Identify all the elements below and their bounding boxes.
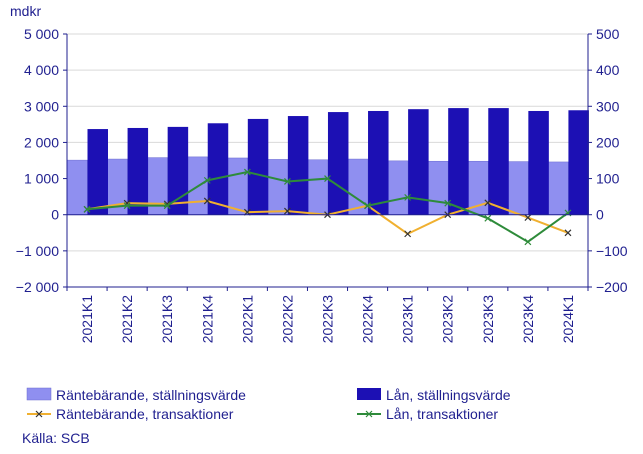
left-tick-label-6: 4 000	[24, 62, 59, 78]
x-tick-label-7: 2022K4	[360, 295, 376, 343]
x-axis-ticks: 2021K1 2021K2 2021K3 2021K4 2022K1 2022K2 2022…	[66, 287, 589, 343]
marker-lan-transaktioner-7	[364, 202, 372, 210]
marker-lan-transaktioner-9	[444, 199, 452, 207]
bar-lan-stallningsvarde-8	[408, 109, 429, 215]
right-tick-label-0: −200	[596, 279, 628, 295]
bar-lan-stallningsvarde-2	[167, 126, 189, 215]
x-tick-label-1: 2021K2	[119, 295, 135, 343]
marker-lan-transaktioner-3	[203, 176, 211, 184]
legend-marker-rantebarande-transaktioner	[35, 410, 43, 418]
bar-rantebarande-stallningsvarde-8	[387, 160, 409, 215]
x-tick-label-2: 2021K3	[159, 295, 175, 343]
bar-rantebarande-stallningsvarde-12	[547, 161, 569, 215]
marker-rantebarande-transaktioner-4	[243, 208, 251, 216]
marker-lan-transaktioner-1	[123, 202, 131, 210]
x-tick-label-9: 2023K2	[440, 295, 456, 343]
bar-lan-stallningsvarde-1	[127, 127, 149, 215]
bar-lan-stallningsvarde-7	[368, 110, 389, 215]
x-tick-label-5: 2022K2	[279, 295, 295, 343]
marker-lan-transaktioner-11	[524, 238, 532, 246]
right-tick-label-2: 0	[596, 207, 604, 223]
legend-label-lan-stallningsvarde: Lån, ställningsvärde	[386, 387, 511, 403]
bar-lan-stallningsvarde-4	[247, 118, 269, 215]
legend-label-rantebarande-transaktioner: Räntebärande, transaktioner	[56, 406, 234, 422]
bar-lan-stallningsvarde-11	[528, 110, 549, 215]
legend-swatch-rantebarande-stallningsvarde	[26, 387, 52, 401]
left-tick-label-2: 0	[51, 207, 59, 223]
bar-lan-stallningsvarde-10	[488, 108, 509, 215]
marker-lan-transaktioner-8	[404, 193, 412, 201]
bar-lan-stallningsvarde-5	[287, 116, 309, 215]
bar-lan-stallningsvarde-6	[327, 112, 349, 215]
x-tick-label-6: 2022K3	[320, 295, 336, 343]
x-tick-label-10: 2023K3	[480, 295, 496, 343]
left-axis-unit: mdkr	[10, 3, 41, 19]
left-tick-label-0: −2 000	[16, 279, 59, 295]
x-tick-label-11: 2023K4	[520, 295, 536, 343]
x-tick-label-12: 2024K1	[560, 295, 576, 343]
bar-rantebarande-stallningsvarde-4	[227, 157, 249, 215]
right-tick-label-4: 200	[596, 134, 620, 150]
marker-rantebarande-transaktioner-11	[524, 214, 532, 222]
legend-marker-lan-transaktioner	[365, 410, 373, 418]
source-note: Källa: SCB	[22, 430, 90, 446]
bar-rantebarande-stallningsvarde-9	[427, 160, 449, 215]
legend-swatch-lan-stallningsvarde	[357, 388, 381, 400]
marker-rantebarande-transaktioner-3	[203, 197, 211, 205]
bar-lan-stallningsvarde-3	[207, 123, 229, 215]
marker-rantebarande-transaktioner-12	[564, 229, 572, 237]
right-tick-label-7: 500	[596, 26, 620, 42]
bar-lan-stallningsvarde-9	[448, 108, 469, 215]
legend-label-rantebarande-stallningsvarde: Räntebärande, ställningsvärde	[56, 387, 246, 403]
right-tick-label-5: 300	[596, 98, 620, 114]
left-tick-label-7: 5 000	[24, 26, 59, 42]
legend-label-lan-transaktioner: Lån, transaktioner	[386, 406, 498, 422]
bar-rantebarande-stallningsvarde-11	[507, 161, 529, 215]
marker-lan-transaktioner-10	[484, 214, 492, 222]
right-axis-ticks: −200 −100 0 100 200 300 400 500	[588, 26, 628, 295]
bars	[66, 108, 589, 215]
marker-rantebarande-transaktioner-5	[283, 207, 291, 215]
right-tick-label-3: 100	[596, 171, 620, 187]
bar-lan-stallningsvarde-0	[87, 129, 108, 215]
right-tick-label-6: 400	[596, 62, 620, 78]
marker-rantebarande-transaktioner-8	[404, 230, 412, 238]
bar-rantebarande-stallningsvarde-5	[267, 159, 289, 215]
marker-lan-transaktioner-6	[324, 175, 331, 182]
marker-lan-transaktioner-4	[243, 168, 251, 176]
marker-rantebarande-transaktioner-10	[484, 199, 492, 207]
marker-lan-transaktioner-0	[83, 205, 91, 213]
right-tick-label-1: −100	[596, 243, 628, 259]
x-tick-label-0: 2021K1	[79, 295, 95, 343]
bar-lan-stallningsvarde-12	[568, 110, 589, 215]
left-tick-label-5: 3 000	[24, 98, 59, 114]
bar-rantebarande-stallningsvarde-6	[307, 159, 329, 215]
left-tick-label-1: −1 000	[16, 243, 59, 259]
x-tick-label-8: 2023K1	[400, 295, 416, 343]
legend: Räntebärande, ställningsvärde Lån, ställn…	[26, 387, 511, 422]
x-tick-label-3: 2021K4	[199, 295, 215, 343]
marker-lan-transaktioner-5	[283, 178, 291, 185]
left-axis-ticks: −2 000 −1 000 0 1 000 2 000 3 000 4 000 5 000	[16, 26, 67, 295]
left-tick-label-3: 1 000	[24, 171, 59, 187]
axes	[66, 34, 589, 288]
x-tick-label-4: 2022K1	[239, 295, 255, 343]
left-tick-label-4: 2 000	[24, 134, 59, 150]
marker-lan-transaktioner-2	[163, 202, 171, 210]
